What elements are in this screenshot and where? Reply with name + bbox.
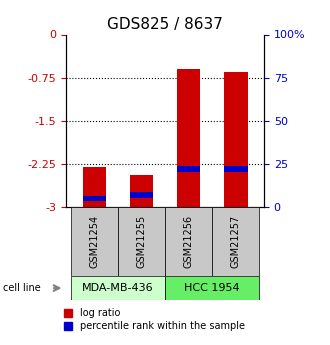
Text: GSM21257: GSM21257 (231, 215, 241, 268)
Text: HCC 1954: HCC 1954 (184, 283, 240, 293)
Bar (165, 276, 259, 300)
Bar (71, 276, 165, 300)
Bar (165, 207, 212, 276)
Bar (118, 207, 165, 276)
Bar (177, 167, 200, 171)
Bar (212, 207, 259, 276)
Bar (224, 72, 248, 207)
Text: cell line: cell line (3, 283, 41, 293)
Title: GDS825 / 8637: GDS825 / 8637 (107, 17, 223, 32)
Text: GSM21256: GSM21256 (183, 215, 194, 268)
Bar (224, 167, 248, 171)
Bar (71, 207, 118, 276)
Text: GSM21255: GSM21255 (136, 215, 147, 268)
Bar (82, 167, 106, 207)
Bar (130, 175, 153, 207)
Legend: log ratio, percentile rank within the sample: log ratio, percentile rank within the sa… (64, 308, 245, 332)
Text: GSM21254: GSM21254 (89, 215, 99, 268)
Bar (130, 193, 153, 197)
Bar (177, 69, 200, 207)
Bar (82, 196, 106, 201)
Text: MDA-MB-436: MDA-MB-436 (82, 283, 154, 293)
